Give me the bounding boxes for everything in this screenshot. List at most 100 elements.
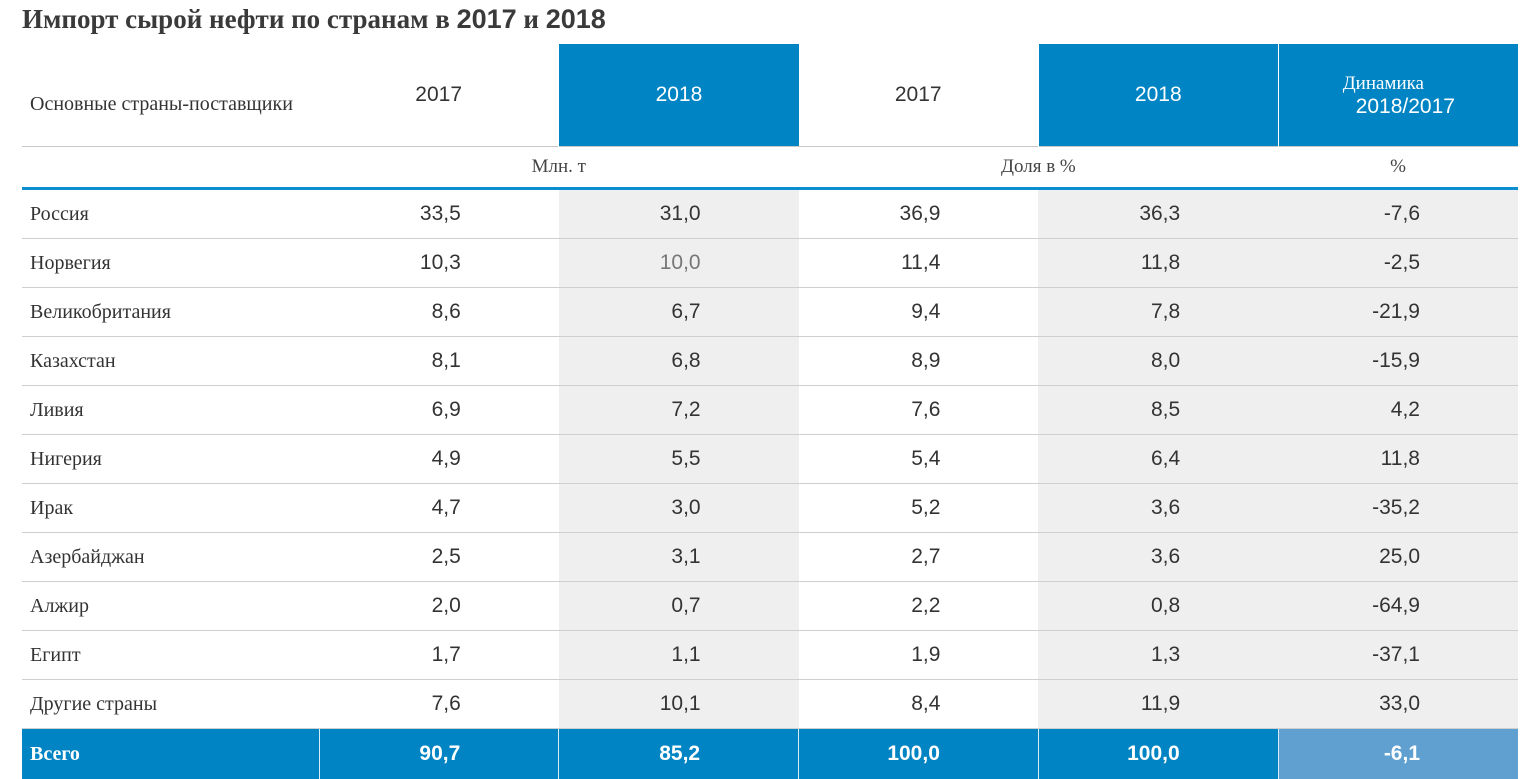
cell-mass-2017: 33,5	[319, 189, 559, 239]
header-row: Основные страны-поставщики 2017 2018 201…	[22, 44, 1518, 147]
header-dynamics: Динамика 2018/2017	[1278, 44, 1518, 147]
cell-mass-2018: 7,2	[559, 386, 799, 435]
cell-share-2017: 9,4	[799, 288, 1039, 337]
title-year-2018: 2018	[546, 4, 606, 34]
cell-share-2018: 8,5	[1038, 386, 1278, 435]
cell-country: Ливия	[22, 386, 319, 435]
cell-dynamics: 4,2	[1278, 386, 1518, 435]
page-title: Импорт сырой нефти по странам в 2017 и 2…	[22, 4, 606, 35]
cell-dynamics: -7,6	[1278, 189, 1518, 239]
cell-dynamics: 33,0	[1278, 680, 1518, 729]
total-label: Всего	[22, 729, 319, 779]
header-countries: Основные страны-поставщики	[22, 44, 319, 147]
cell-share-2017: 1,9	[799, 631, 1039, 680]
cell-country: Египт	[22, 631, 319, 680]
cell-mass-2018: 0,7	[559, 582, 799, 631]
cell-share-2017: 7,6	[799, 386, 1039, 435]
total-mass-2017: 90,7	[319, 729, 559, 779]
header-mass-2017: 2017	[319, 44, 559, 147]
cell-share-2018: 3,6	[1038, 533, 1278, 582]
units-empty	[22, 147, 319, 189]
cell-mass-2017: 2,0	[319, 582, 559, 631]
cell-country: Азербайджан	[22, 533, 319, 582]
cell-dynamics: -2,5	[1278, 239, 1518, 288]
cell-share-2017: 2,2	[799, 582, 1039, 631]
cell-share-2017: 5,2	[799, 484, 1039, 533]
cell-mass-2018: 6,7	[559, 288, 799, 337]
cell-mass-2018: 5,5	[559, 435, 799, 484]
cell-dynamics: -37,1	[1278, 631, 1518, 680]
cell-share-2017: 36,9	[799, 189, 1039, 239]
header-dynamics-label: Динамика	[1279, 73, 1518, 95]
cell-share-2017: 8,4	[799, 680, 1039, 729]
cell-dynamics: -21,9	[1278, 288, 1518, 337]
cell-mass-2017: 8,6	[319, 288, 559, 337]
cell-country: Ирак	[22, 484, 319, 533]
cell-mass-2017: 8,1	[319, 337, 559, 386]
total-row: Всего 90,7 85,2 100,0 100,0 -6,1	[22, 729, 1518, 779]
cell-share-2018: 1,3	[1038, 631, 1278, 680]
units-row: Млн. т Доля в % %	[22, 147, 1518, 189]
units-share: Доля в %	[799, 147, 1279, 189]
cell-share-2017: 5,4	[799, 435, 1039, 484]
header-mass-2018: 2018	[559, 44, 799, 147]
total-share-2018: 100,0	[1038, 729, 1278, 779]
cell-share-2018: 3,6	[1038, 484, 1278, 533]
cell-country: Казахстан	[22, 337, 319, 386]
header-dynamics-years: 2018/2017	[1279, 95, 1518, 119]
cell-country: Другие страны	[22, 680, 319, 729]
cell-share-2017: 8,9	[799, 337, 1039, 386]
units-mass: Млн. т	[319, 147, 799, 189]
cell-mass-2018: 3,0	[559, 484, 799, 533]
cell-dynamics: -35,2	[1278, 484, 1518, 533]
cell-share-2018: 11,8	[1038, 239, 1278, 288]
cell-dynamics: -15,9	[1278, 337, 1518, 386]
cell-mass-2017: 7,6	[319, 680, 559, 729]
header-share-2017: 2017	[799, 44, 1039, 147]
title-year-2017: 2017	[457, 4, 517, 34]
cell-mass-2017: 4,7	[319, 484, 559, 533]
cell-mass-2018: 10,0	[559, 239, 799, 288]
cell-share-2018: 7,8	[1038, 288, 1278, 337]
oil-import-table: Основные страны-поставщики 2017 2018 201…	[22, 44, 1518, 779]
cell-share-2017: 11,4	[799, 239, 1039, 288]
cell-share-2018: 8,0	[1038, 337, 1278, 386]
cell-country: Нигерия	[22, 435, 319, 484]
cell-dynamics: 25,0	[1278, 533, 1518, 582]
cell-country: Алжир	[22, 582, 319, 631]
header-share-2018: 2018	[1038, 44, 1278, 147]
title-conjunction: и	[517, 4, 546, 34]
cell-mass-2017: 2,5	[319, 533, 559, 582]
cell-share-2018: 6,4	[1038, 435, 1278, 484]
title-prefix: Импорт сырой нефти по странам в	[22, 4, 457, 34]
cell-country: Великобритания	[22, 288, 319, 337]
cell-share-2017: 2,7	[799, 533, 1039, 582]
cell-dynamics: 11,8	[1278, 435, 1518, 484]
total-mass-2018: 85,2	[559, 729, 799, 779]
cell-mass-2018: 10,1	[559, 680, 799, 729]
cell-dynamics: -64,9	[1278, 582, 1518, 631]
cell-mass-2018: 31,0	[559, 189, 799, 239]
cell-share-2018: 0,8	[1038, 582, 1278, 631]
total-share-2017: 100,0	[799, 729, 1039, 779]
cell-share-2018: 11,9	[1038, 680, 1278, 729]
cell-mass-2017: 6,9	[319, 386, 559, 435]
units-percent: %	[1278, 147, 1518, 189]
cell-mass-2017: 10,3	[319, 239, 559, 288]
cell-mass-2018: 6,8	[559, 337, 799, 386]
cell-share-2018: 36,3	[1038, 189, 1278, 239]
cell-country: Россия	[22, 189, 319, 239]
cell-mass-2017: 4,9	[319, 435, 559, 484]
